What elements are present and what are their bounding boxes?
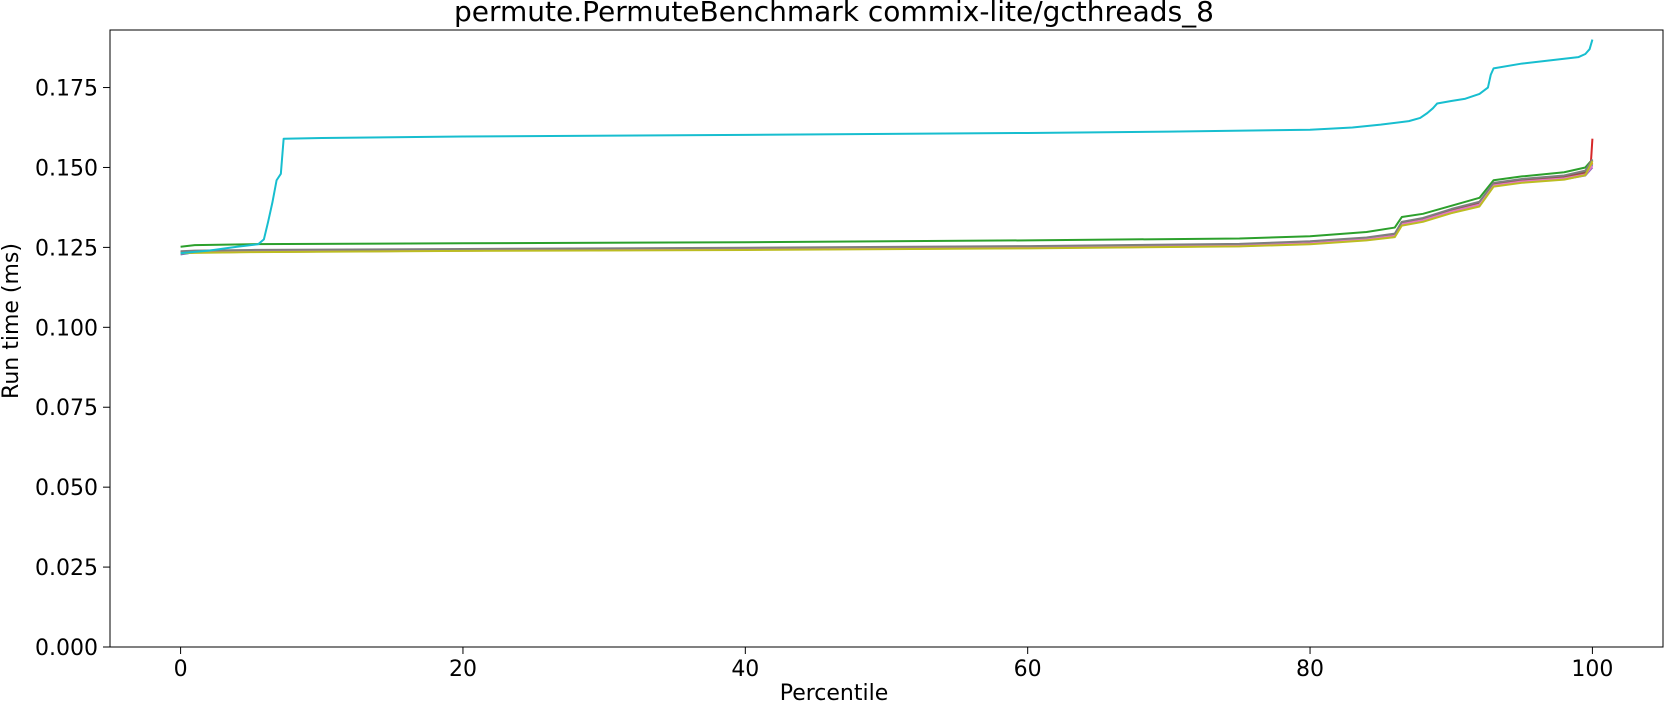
x-tick-label: 0	[174, 657, 188, 682]
y-tick-label: 0.175	[35, 77, 98, 102]
series-line-8	[180, 158, 1594, 253]
x-tick-label: 20	[449, 657, 477, 682]
y-tick-label: 0.025	[35, 556, 98, 581]
x-tick-label: 100	[1571, 657, 1613, 682]
series-line-9	[180, 160, 1594, 255]
y-axis-label: Run time (ms)	[0, 243, 24, 399]
chart-title: permute.PermuteBenchmark commix-lite/gct…	[454, 0, 1214, 28]
x-tick-label: 60	[1014, 657, 1042, 682]
y-tick-label: 0.100	[35, 316, 98, 341]
y-tick-label: 0.150	[35, 156, 98, 181]
y-tick-label: 0.075	[35, 396, 98, 421]
tick-layer: 0 20 40 60 80 100 0.000 0.025 0.050 0.075 0.100 0.1…	[35, 77, 1613, 682]
x-tick-label: 80	[1296, 657, 1324, 682]
y-tick-label: 0.125	[35, 236, 98, 261]
series-layer	[180, 39, 1594, 256]
x-tick-label: 40	[731, 657, 759, 682]
y-tick-label: 0.050	[35, 476, 98, 501]
y-tick-label: 0.000	[35, 636, 98, 661]
series-line-10	[180, 39, 1594, 255]
x-axis-label: Percentile	[780, 681, 889, 706]
plot-frame	[109, 29, 1664, 648]
series-line-3	[180, 158, 1594, 248]
